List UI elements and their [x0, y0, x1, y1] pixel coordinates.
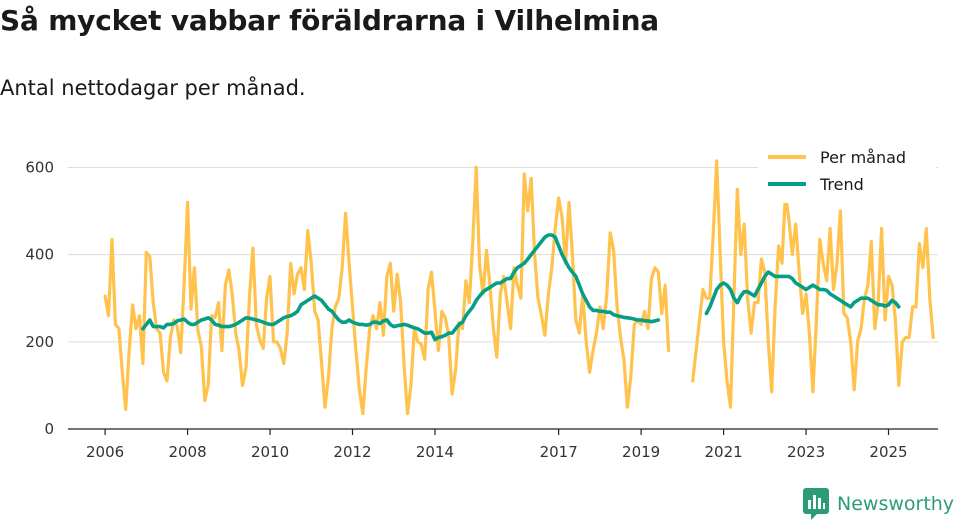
legend: Per månad Trend [758, 143, 936, 203]
x-tick-label: 2012 [333, 443, 371, 461]
axes: 0 200 400 600 2006 2008 2010 2012 2014 2017 2019 20… [25, 158, 938, 461]
series-lines [103, 159, 935, 416]
legend-label-per-manad: Per månad [820, 148, 906, 167]
x-tick-label: 2006 [86, 443, 124, 461]
y-tick-label: 600 [25, 158, 54, 176]
series-line-per-manad [103, 159, 935, 416]
chart-subtitle: Antal nettodagar per månad. [0, 76, 306, 100]
legend-label-trend: Trend [819, 175, 864, 194]
x-tick-label: 2023 [787, 443, 825, 461]
x-tick-label: 2008 [168, 443, 206, 461]
y-tick-label: 0 [44, 420, 54, 438]
brand-name: Newsworthy [837, 493, 955, 515]
x-tick-label: 2019 [622, 443, 660, 461]
y-tick-label: 200 [25, 333, 54, 351]
series-line-trend-2 [704, 270, 901, 316]
bar-chart-speech-bubble-icon [803, 488, 829, 520]
y-tick-label: 400 [25, 246, 54, 264]
x-tick-label: 2014 [416, 443, 454, 461]
series-line-trend-1 [141, 233, 661, 342]
legend-background [758, 143, 936, 203]
x-tick-label: 2025 [869, 443, 907, 461]
chart-title: Så mycket vabbar föräldrarna i Vilhelmin… [0, 4, 660, 37]
x-tick-label: 2021 [704, 443, 742, 461]
x-tick-label: 2017 [540, 443, 578, 461]
brand-logo: Newsworthy [803, 486, 954, 522]
x-tick-label: 2010 [251, 443, 289, 461]
